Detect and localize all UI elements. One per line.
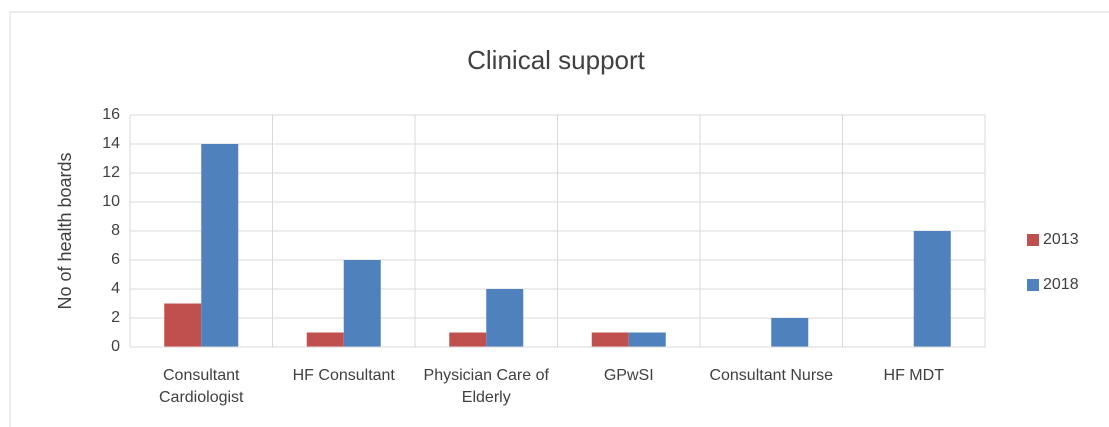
bar (164, 303, 202, 347)
legend-swatch (1027, 234, 1039, 246)
legend-label: 2018 (1043, 276, 1079, 293)
bar (306, 332, 344, 347)
legend-swatch (1027, 279, 1039, 291)
bar (591, 332, 629, 347)
bar (486, 289, 524, 347)
y-tick-label: 16 (102, 106, 120, 123)
y-tick-label: 4 (111, 280, 120, 297)
bar (913, 231, 951, 347)
x-tick-label: Consultant Cardiologist (159, 367, 244, 406)
x-tick-label: HF MDT (883, 367, 944, 384)
y-tick-label: 10 (102, 193, 120, 210)
chart-title: Clinical support (467, 45, 646, 75)
x-tick-label: Consultant Nurse (709, 367, 834, 384)
y-axis-label: No of health boards (55, 152, 75, 309)
bar (201, 144, 239, 347)
x-tick-label: Physician Care of Elderly (423, 367, 549, 406)
bar (449, 332, 487, 347)
x-tick-label: HF Consultant (292, 367, 395, 384)
legend-label: 2013 (1043, 231, 1079, 248)
y-tick-label: 6 (111, 251, 120, 268)
bar (343, 260, 381, 347)
y-tick-label: 8 (111, 222, 120, 239)
y-tick-label: 2 (111, 309, 120, 326)
chart-frame (9, 11, 1109, 427)
y-tick-label: 0 (111, 338, 120, 355)
bar (628, 332, 666, 347)
y-tick-label: 14 (102, 135, 120, 152)
bar (771, 318, 809, 347)
x-tick-label: GPwSI (603, 367, 654, 384)
y-tick-label: 12 (102, 164, 120, 181)
